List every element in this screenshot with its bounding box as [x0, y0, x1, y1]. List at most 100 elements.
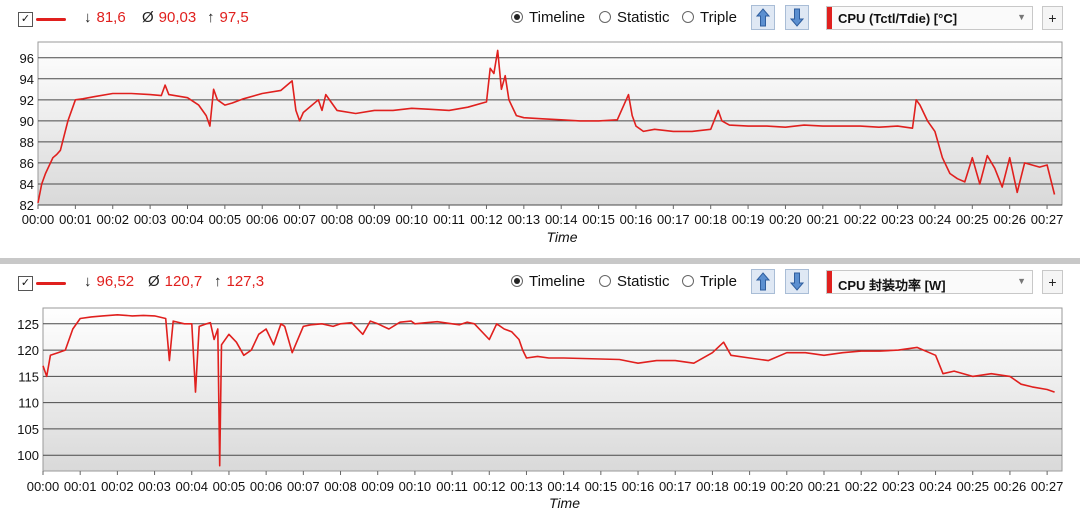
stat-min-value: 81,6: [96, 9, 126, 26]
x-tick-label: 00:07: [283, 212, 316, 227]
x-tick-label: 00:01: [59, 212, 92, 227]
line-chart[interactable]: 100 105 110 115 120 125 00:00 00:01 00:02 00:03 00…: [0, 264, 1080, 524]
x-tick-label: 00:19: [732, 212, 765, 227]
x-tick-label: 00:05: [209, 212, 242, 227]
x-axis-label: Time: [549, 495, 580, 511]
series-checkbox[interactable]: ✓: [18, 12, 33, 27]
x-tick-label: 00:11: [433, 212, 465, 227]
y-tick-label: 82: [20, 198, 34, 213]
x-tick-label: 00:07: [287, 479, 320, 494]
x-tick-label: 00:13: [508, 212, 541, 227]
radio-dot-icon: [682, 275, 694, 287]
sensor-select-value: CPU 封装功率 [W]: [838, 278, 946, 293]
plot-area: [37, 41, 1063, 206]
x-axis-label: Time: [547, 229, 578, 245]
x-tick-label: 00:23: [882, 479, 915, 494]
sensor-select[interactable]: CPU (Tctl/Tdie) [°C] ▼: [826, 6, 1033, 30]
line-chart[interactable]: 82 84 86 88 90 92 94 96 00:00 00:01 00:02 00:03 00:0…: [0, 0, 1080, 258]
y-tick-label: 100: [17, 448, 39, 463]
x-tick-label: 00:12: [473, 479, 506, 494]
stat-min: ↓ 96,52: [84, 273, 134, 290]
radio-statistic[interactable]: Statistic: [599, 9, 670, 26]
move-down-button[interactable]: [785, 5, 809, 30]
series-color-swatch[interactable]: [36, 282, 66, 285]
radio-dot-icon: [599, 11, 611, 23]
chart-toolbar: ✓ ↓ 81,6 Ø 90,03 ↑ 97,5 Timeline Statistic …: [0, 0, 1080, 36]
chevron-down-icon: ▼: [1017, 12, 1026, 22]
radio-statistic[interactable]: Statistic: [599, 273, 670, 290]
add-chart-button[interactable]: +: [1042, 270, 1063, 294]
radio-dot-icon: [599, 275, 611, 287]
radio-triple[interactable]: Triple: [682, 273, 737, 290]
move-up-button[interactable]: [751, 5, 775, 30]
stat-min: ↓ 81,6: [84, 9, 126, 26]
sensor-color-bar: [827, 271, 832, 293]
panel-divider[interactable]: [0, 258, 1080, 264]
x-tick-label: 00:09: [361, 479, 394, 494]
x-tick-label: 00:26: [994, 479, 1027, 494]
arrow-down-icon: [789, 272, 805, 291]
x-tick-label: 00:14: [547, 479, 580, 494]
sensor-select-value: CPU (Tctl/Tdie) [°C]: [838, 11, 958, 26]
average-symbol: Ø: [142, 9, 154, 26]
x-tick-label: 00:06: [250, 479, 283, 494]
arrow-down-symbol: ↓: [84, 9, 92, 26]
series-color-swatch[interactable]: [36, 18, 66, 21]
x-tick-label: 00:00: [27, 479, 60, 494]
add-chart-button[interactable]: +: [1042, 6, 1063, 30]
x-tick-label: 00:16: [620, 212, 653, 227]
y-tick-label: 84: [20, 177, 34, 192]
x-tick-label: 00:22: [844, 212, 877, 227]
x-tick-label: 00:04: [171, 212, 204, 227]
x-tick-label: 00:22: [845, 479, 878, 494]
x-tick-label: 00:13: [510, 479, 543, 494]
stat-min-value: 96,52: [96, 273, 135, 290]
move-up-button[interactable]: [751, 269, 775, 294]
stat-avg-value: 90,03: [158, 9, 197, 26]
y-tick-label: 88: [20, 135, 34, 150]
chart-panel-temperature: ✓ ↓ 81,6 Ø 90,03 ↑ 97,5 Timeline Statistic …: [0, 0, 1080, 258]
radio-statistic-label: Statistic: [617, 273, 670, 290]
y-tick-label: 125: [17, 317, 39, 332]
y-tick-label: 90: [20, 114, 34, 129]
x-tick-label: 00:26: [993, 212, 1026, 227]
x-tick-label: 00:06: [246, 212, 279, 227]
sensor-select[interactable]: CPU 封装功率 [W] ▼: [826, 270, 1033, 294]
chart-panel-power: ✓ ↓ 96,52 Ø 120,7 ↑ 127,3 Timeline Statisti…: [0, 264, 1080, 524]
x-tick-label: 00:00: [22, 212, 55, 227]
y-tick-label: 105: [17, 422, 39, 437]
x-tick-label: 00:10: [395, 212, 428, 227]
x-tick-label: 00:02: [96, 212, 129, 227]
x-tick-label: 00:19: [733, 479, 766, 494]
y-tick-label: 94: [20, 72, 34, 87]
x-tick-label: 00:03: [138, 479, 171, 494]
series-checkbox[interactable]: ✓: [18, 276, 33, 291]
x-tick-label: 00:24: [919, 479, 952, 494]
radio-triple[interactable]: Triple: [682, 9, 737, 26]
arrow-up-symbol: ↑: [207, 9, 215, 26]
radio-timeline-label: Timeline: [529, 273, 586, 290]
arrow-up-icon: [755, 8, 771, 27]
x-tick-label: 00:08: [324, 479, 357, 494]
y-tick-label: 92: [20, 93, 34, 108]
radio-timeline[interactable]: Timeline: [511, 9, 585, 26]
radio-triple-label: Triple: [700, 273, 737, 290]
stat-max: ↑ 127,3: [214, 273, 264, 290]
x-tick-label: 00:23: [881, 212, 914, 227]
stat-max: ↑ 97,5: [207, 9, 249, 26]
y-tick-label: 86: [20, 156, 34, 171]
x-tick-label: 00:25: [956, 212, 989, 227]
move-down-button[interactable]: [785, 269, 809, 294]
chart-toolbar: ✓ ↓ 96,52 Ø 120,7 ↑ 127,3 Timeline Statisti…: [0, 264, 1080, 300]
x-tick-label: 00:20: [769, 212, 802, 227]
stat-max-value: 97,5: [219, 9, 249, 26]
x-tick-label: 00:15: [582, 212, 615, 227]
x-tick-label: 00:21: [807, 212, 840, 227]
x-tick-label: 00:27: [1031, 212, 1064, 227]
radio-timeline[interactable]: Timeline: [511, 273, 585, 290]
x-tick-label: 00:01: [64, 479, 97, 494]
arrow-down-icon: [789, 8, 805, 27]
radio-statistic-label: Statistic: [617, 9, 670, 26]
stat-avg: Ø 120,7: [148, 273, 202, 290]
x-tick-label: 00:17: [657, 212, 690, 227]
